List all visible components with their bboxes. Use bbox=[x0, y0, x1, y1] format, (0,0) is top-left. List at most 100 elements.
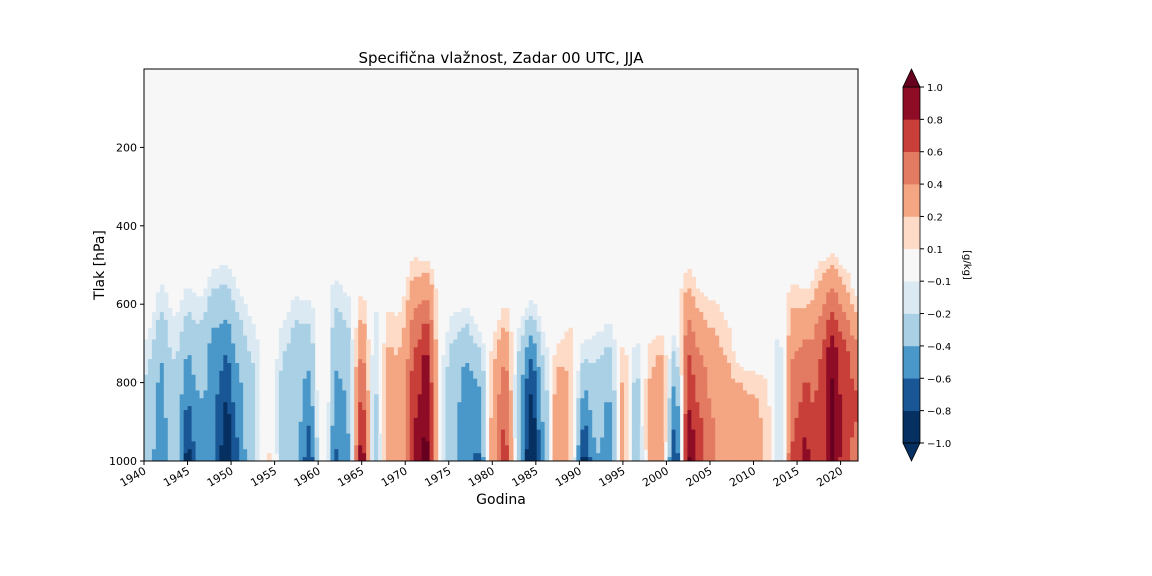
heatmap-cell bbox=[167, 378, 173, 384]
heatmap-cell bbox=[330, 366, 335, 372]
heatmap-cell bbox=[183, 355, 189, 360]
heatmap-cell bbox=[651, 355, 657, 360]
heatmap-cell bbox=[306, 366, 312, 372]
heatmap-cell bbox=[596, 417, 601, 423]
heatmap-cell bbox=[501, 398, 506, 403]
heatmap-cell bbox=[504, 417, 510, 423]
heatmap-cell bbox=[540, 339, 546, 344]
heatmap-cell bbox=[453, 417, 458, 423]
heatmap-cell bbox=[187, 304, 193, 309]
heatmap-cell bbox=[516, 453, 522, 458]
heatmap-cell bbox=[409, 284, 415, 290]
heatmap-cell bbox=[612, 382, 617, 388]
heatmap-cell bbox=[374, 343, 379, 348]
heatmap-cell bbox=[687, 398, 692, 403]
heatmap-cell bbox=[683, 339, 689, 344]
heatmap-cell bbox=[671, 417, 677, 423]
heatmap-cell bbox=[671, 437, 677, 442]
heatmap-cell bbox=[155, 449, 161, 454]
heatmap-cell bbox=[350, 445, 355, 450]
heatmap-cell bbox=[334, 355, 339, 360]
heatmap-cell bbox=[401, 429, 407, 435]
heatmap-cell bbox=[362, 445, 367, 450]
heatmap-cell bbox=[247, 449, 252, 454]
heatmap-cell bbox=[623, 370, 629, 376]
heatmap-cell bbox=[433, 300, 439, 305]
heatmap-cell bbox=[489, 355, 494, 360]
heatmap-cell bbox=[302, 421, 308, 427]
heatmap-cell bbox=[195, 402, 201, 407]
heatmap-cell bbox=[445, 449, 451, 454]
heatmap-cell bbox=[699, 437, 704, 442]
heatmap-cell bbox=[346, 378, 351, 384]
heatmap-cell bbox=[699, 402, 704, 407]
heatmap-cell bbox=[540, 359, 546, 364]
heatmap-cell bbox=[409, 425, 415, 431]
heatmap-cell bbox=[294, 370, 300, 376]
heatmap-cell bbox=[223, 331, 228, 337]
heatmap-cell bbox=[631, 347, 637, 352]
heatmap-cell bbox=[429, 425, 435, 431]
heatmap-cell bbox=[211, 382, 216, 388]
heatmap-cell bbox=[370, 445, 375, 450]
heatmap-cell bbox=[679, 308, 685, 313]
heatmap-cell bbox=[544, 429, 550, 435]
heatmap-cell bbox=[469, 437, 474, 442]
heatmap-cell bbox=[421, 363, 427, 368]
heatmap-cell bbox=[199, 370, 205, 376]
heatmap-cell bbox=[215, 366, 220, 372]
heatmap-cell bbox=[687, 366, 692, 372]
heatmap-cell bbox=[370, 374, 375, 380]
heatmap-cell bbox=[425, 390, 431, 395]
heatmap-cell bbox=[147, 441, 153, 446]
heatmap-cell bbox=[604, 445, 609, 450]
heatmap-cell bbox=[497, 339, 502, 344]
heatmap-cell bbox=[445, 394, 451, 399]
heatmap-cell bbox=[374, 449, 379, 454]
heatmap-cell bbox=[417, 355, 423, 360]
heatmap-cell bbox=[707, 323, 712, 329]
heatmap-cell bbox=[695, 433, 700, 439]
heatmap-cell bbox=[215, 308, 220, 313]
heatmap-cell bbox=[175, 370, 181, 376]
heatmap-cell bbox=[151, 315, 157, 321]
heatmap-cell bbox=[382, 374, 387, 380]
heatmap-cell bbox=[215, 445, 220, 450]
heatmap-cell bbox=[282, 449, 288, 454]
heatmap-cell bbox=[683, 386, 689, 392]
heatmap-cell bbox=[540, 445, 546, 450]
heatmap-cell bbox=[409, 402, 415, 407]
heatmap-cell bbox=[203, 370, 209, 376]
heatmap-cell bbox=[231, 308, 236, 313]
heatmap-cell bbox=[274, 386, 280, 392]
heatmap-cell bbox=[655, 351, 661, 356]
heatmap-cell bbox=[659, 453, 665, 458]
heatmap-cell bbox=[556, 359, 562, 364]
heatmap-cell bbox=[179, 323, 185, 329]
heatmap-cell bbox=[350, 398, 355, 403]
heatmap-cell bbox=[695, 378, 700, 384]
heatmap-cell bbox=[576, 429, 581, 435]
heatmap-cell bbox=[159, 335, 165, 341]
heatmap-cell bbox=[294, 449, 300, 454]
heatmap-cell bbox=[405, 382, 411, 388]
heatmap-cell bbox=[604, 410, 609, 415]
heatmap-cell bbox=[405, 312, 411, 317]
heatmap-cell bbox=[385, 449, 391, 454]
heatmap-cell bbox=[683, 319, 689, 325]
heatmap-cell bbox=[306, 370, 312, 376]
heatmap-cell bbox=[588, 382, 593, 388]
heatmap-cell bbox=[358, 413, 363, 419]
heatmap-cell bbox=[413, 351, 419, 356]
heatmap-cell bbox=[175, 374, 181, 380]
heatmap-cell bbox=[389, 390, 395, 395]
heatmap-cell bbox=[274, 374, 280, 380]
heatmap-cell bbox=[623, 413, 629, 419]
heatmap-cell bbox=[362, 343, 367, 348]
heatmap-cell bbox=[532, 347, 538, 352]
heatmap-cell bbox=[350, 390, 355, 395]
heatmap-cell bbox=[651, 437, 657, 442]
heatmap-cell bbox=[171, 410, 177, 415]
heatmap-cell bbox=[711, 425, 716, 431]
heatmap-cell bbox=[723, 359, 728, 364]
